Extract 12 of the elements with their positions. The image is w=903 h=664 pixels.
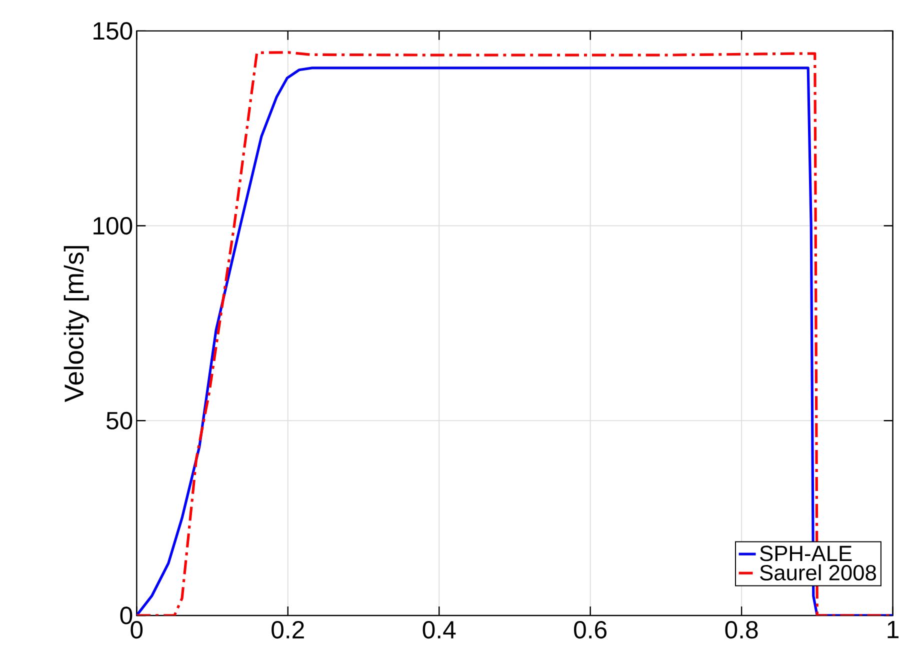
legend-label: SPH-ALE [760,546,852,561]
y-tick-label: 0 [120,606,132,624]
y-tick-label: 100 [94,216,132,234]
x-tick-label: 0.4 [422,620,456,638]
x-tick-label: 0.6 [574,620,607,638]
x-tick-label: 0.8 [725,620,758,638]
legend-label: Saurel 2008 [760,564,876,580]
x-tick-label: 0.2 [272,620,304,638]
y-tick-label: 50 [106,412,132,430]
x-tick-label: 1 [888,620,898,638]
y-tick-label: 150 [94,22,132,40]
y-axis-title: Velocity [m/s] [64,246,89,402]
